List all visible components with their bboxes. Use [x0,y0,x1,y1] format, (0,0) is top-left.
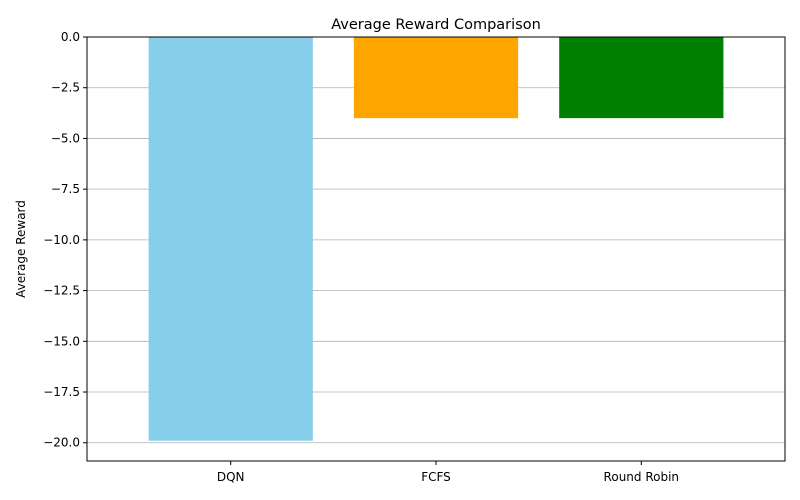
y-tick-label: −17.5 [43,385,80,399]
chart-title: Average Reward Comparison [331,17,541,33]
bar-dqn [148,37,313,441]
y-axis-label: Average Reward [14,200,28,298]
y-tick-label: −10.0 [43,233,80,247]
y-tick-label: −5.0 [51,131,80,145]
bar-round-robin [559,37,724,119]
bars [148,37,724,441]
y-tick-label: −2.5 [51,81,80,95]
y-tick-label: −15.0 [43,334,80,348]
y-tick-label: −20.0 [43,436,80,450]
x-tick-label: Round Robin [604,470,679,484]
y-ticks: 0.0 −2.5 −5.0 −7.5 −10.0 −12.5 −15.0 −17.5 −20.0 [43,30,87,450]
x-tick-label: DQN [217,470,245,484]
bar-fcfs [353,37,519,119]
y-tick-label: −12.5 [43,284,80,298]
y-tick-label: 0.0 [61,30,80,44]
x-ticks: DQN FCFS Round Robin [217,461,679,484]
y-tick-label: −7.5 [51,182,80,196]
x-tick-label: FCFS [421,470,451,484]
